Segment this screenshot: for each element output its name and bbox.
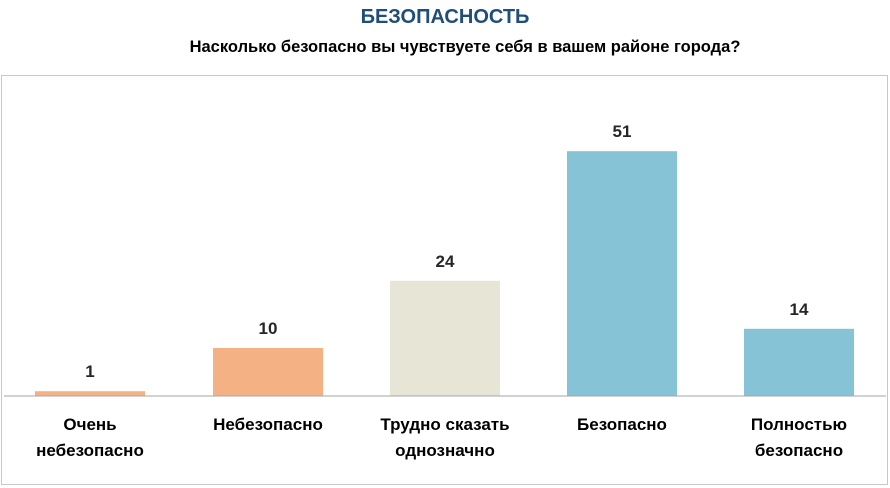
category-label: Очень [63,415,116,434]
category-label: Небезопасно [213,415,323,434]
bar [567,151,677,396]
category-label: однозначно [395,441,495,460]
category-label: Трудно сказать [380,415,509,434]
data-label: 24 [436,252,455,271]
data-label: 51 [613,122,632,141]
chart-subtitle: Насколько безопасно вы чувствуете себя в… [189,38,741,56]
category-label: небезопасно [36,441,144,460]
category-label: безопасно [755,441,843,460]
category-label: Безопасно [577,415,667,434]
bar [213,348,323,396]
chart-title: БЕЗОПАСНОСТЬ [360,6,530,28]
data-label: 14 [790,300,809,319]
category-label: Полностью [751,415,847,434]
bar [35,391,145,396]
bar [390,280,500,396]
data-label: 1 [85,362,94,381]
chart-frame [1,75,888,485]
data-label: 10 [259,319,278,338]
bar [744,328,854,396]
